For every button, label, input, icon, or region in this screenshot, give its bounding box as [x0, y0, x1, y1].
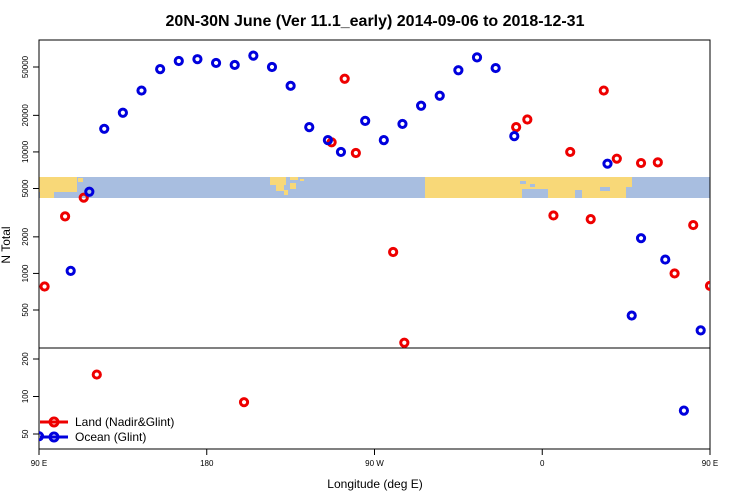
ocean-point-20: [415, 100, 427, 111]
land-point-16: [611, 153, 622, 164]
x-axis: 90 E 180 90 W 0 90 E: [31, 449, 718, 468]
land-point-21: [704, 280, 710, 291]
ocean-point-15: [322, 135, 334, 146]
land-point-15: [598, 85, 609, 96]
ocean-point-5: [136, 85, 147, 96]
legend-label-land: Land (Nadir&Glint): [75, 415, 174, 429]
x-tick-label-2: 90 W: [365, 459, 384, 468]
x-tick-label-0: 90 E: [31, 459, 47, 468]
ocean-point-33: [734, 267, 741, 274]
legend-entry-ocean: Ocean (Glint): [40, 430, 146, 444]
ocean-point-19: [397, 118, 408, 130]
ocean-point-26: [602, 158, 613, 169]
y-axis-label: N Total: [0, 226, 13, 263]
ocean-point-30: [678, 405, 690, 416]
ocean-point-28: [635, 233, 647, 244]
y-upper-tick-label-2: 2000: [21, 227, 30, 245]
land-point-9: [399, 337, 410, 348]
ocean-point-22: [453, 65, 464, 76]
ocean-point-4: [117, 107, 128, 118]
land-point-14: [585, 213, 596, 225]
land-point-11: [522, 114, 533, 125]
land-point-20: [688, 219, 699, 231]
ocean-point-31: [695, 325, 706, 336]
y-lower-tick-label-1: 100: [21, 389, 30, 403]
land-point-7: [350, 147, 361, 159]
data-points: [39, 50, 750, 442]
ocean-point-12: [266, 61, 278, 73]
ocean-point-6: [155, 64, 166, 75]
ocean-point-2: [84, 186, 95, 197]
y-upper-tick-label-3: 5000: [21, 179, 30, 197]
land-point-0: [39, 281, 50, 292]
ocean-point-9: [210, 57, 222, 69]
y-axis: 500 1000 2000 5000 10000 20000 50000 50 100 200: [21, 55, 39, 438]
legend-marker-ocean: [48, 431, 60, 443]
y-upper-tick-label-1: 1000: [21, 264, 30, 282]
land-point-23: [746, 194, 750, 201]
ocean-point-1: [65, 265, 76, 276]
y-lower-tick-label-0: 50: [21, 429, 30, 438]
ocean-point-24: [490, 62, 501, 74]
ocean-point-23: [471, 52, 483, 63]
x-tick-label-3: 0: [540, 459, 545, 468]
land-point-2: [78, 192, 89, 203]
land-point-4: [238, 397, 250, 408]
y-upper-tick-label-0: 500: [21, 303, 30, 317]
land-point-6: [339, 73, 350, 84]
land-point-22: [729, 213, 736, 220]
ocean-point-7: [173, 55, 184, 67]
land-point-10: [511, 122, 522, 133]
legend-marker-land: [48, 416, 60, 428]
legend-label-ocean: Ocean (Glint): [75, 430, 146, 444]
ocean-point-8: [192, 54, 203, 65]
ocean-point-27: [626, 310, 637, 321]
land-point-3: [91, 369, 102, 380]
land-point-1: [59, 211, 71, 222]
land-point-8: [388, 246, 399, 258]
world-map-strip: [39, 177, 710, 198]
y-lower-tick-label-2: 200: [21, 352, 30, 366]
legend-entry-land: Land (Nadir&Glint): [40, 415, 174, 429]
land-point-12: [548, 210, 559, 221]
x-tick-label-4: 90 E: [702, 459, 718, 468]
ocean-point-29: [660, 254, 671, 265]
chart-title: 20N-30N June (Ver 11.1_early) 2014-09-06…: [166, 13, 585, 30]
ocean-point-17: [360, 115, 371, 127]
ocean-point-21: [434, 90, 445, 101]
ocean-point-25: [509, 130, 520, 142]
y-upper-tick-label-6: 50000: [21, 55, 30, 78]
x-axis-label: Longitude (deg E): [327, 477, 422, 491]
y-upper-tick-label-5: 20000: [21, 104, 30, 127]
ocean-point-16: [335, 146, 347, 158]
legend: Land (Nadir&Glint) Ocean (Glint): [40, 415, 174, 444]
x-tick-label-1: 180: [200, 459, 214, 468]
land-point-19: [669, 268, 680, 279]
land-point-13: [565, 146, 576, 158]
ocean-point-13: [285, 80, 296, 91]
land-point-17: [635, 157, 647, 169]
ocean-point-18: [378, 135, 389, 146]
ocean-point-32: [716, 433, 723, 440]
ocean-point-14: [304, 122, 315, 133]
ocean-point-11: [248, 50, 259, 61]
land-point-18: [652, 157, 663, 168]
ocean-point-3: [99, 123, 110, 134]
y-upper-tick-label-4: 10000: [21, 140, 30, 163]
ocean-point-10: [229, 59, 240, 71]
